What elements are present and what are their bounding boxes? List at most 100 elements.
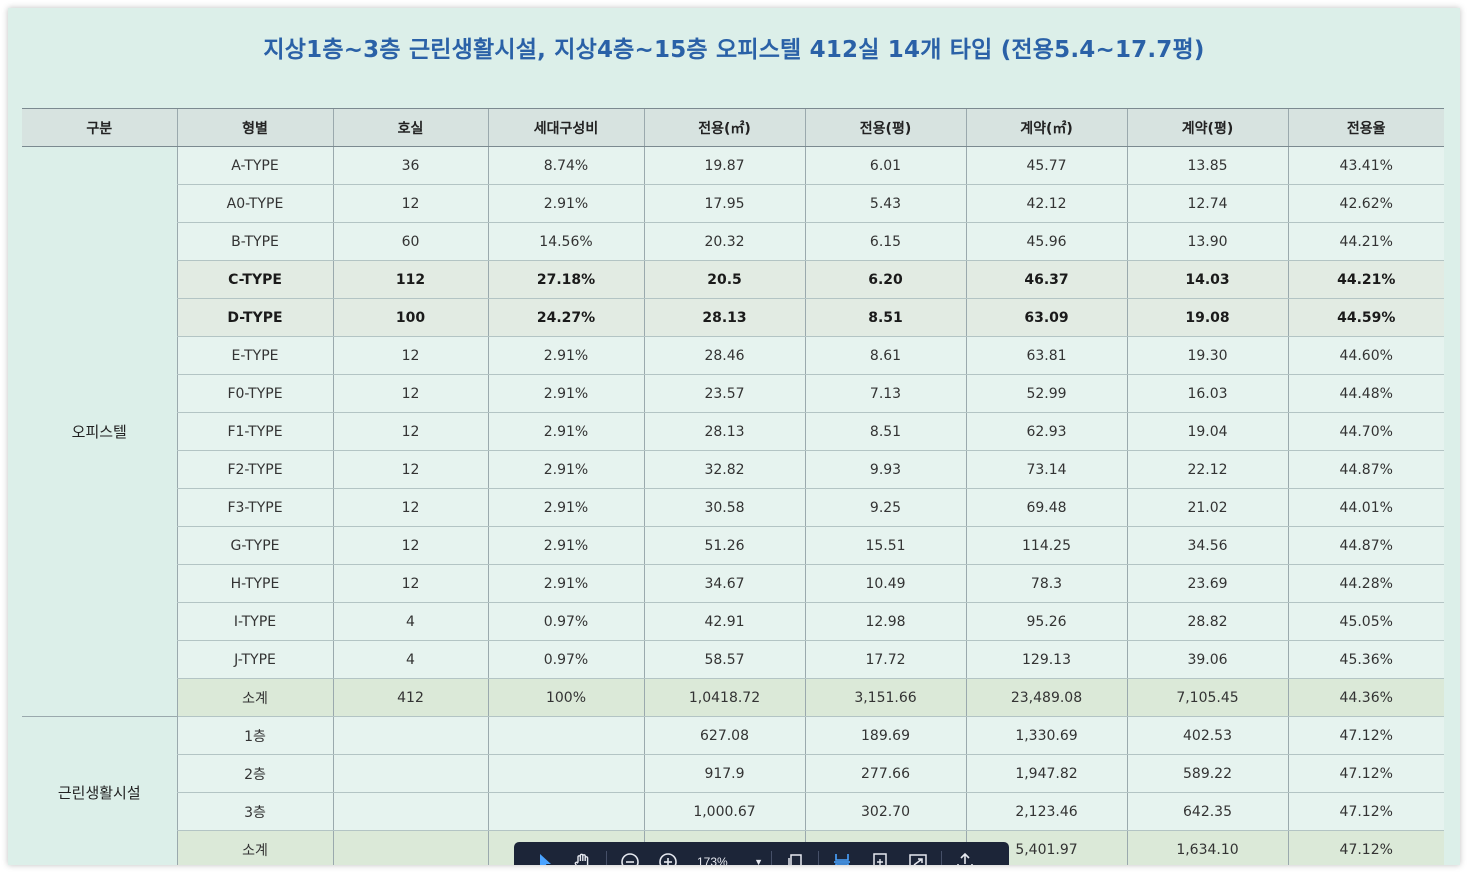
exclusive-pyeong-cell: 8.51 bbox=[804, 298, 966, 337]
exclusive-m2-cell: 28.13 bbox=[643, 412, 805, 451]
contract-m2-cell: 129.13 bbox=[965, 640, 1127, 679]
type-cell: D-TYPE bbox=[176, 298, 333, 337]
table-row: E-TYPE 12 2.91% 28.46 8.61 63.81 19.30 44.60% bbox=[22, 336, 1444, 375]
ratio-cell bbox=[487, 754, 644, 793]
exclusive-m2-cell: 19.87 bbox=[643, 146, 805, 185]
units-cell: 12 bbox=[332, 488, 488, 527]
header-contract-m2: 계약(㎡) bbox=[965, 108, 1127, 147]
exclusive-m2-cell: 28.46 bbox=[643, 336, 805, 375]
contract-m2-cell: 62.93 bbox=[965, 412, 1127, 451]
type-cell: B-TYPE bbox=[176, 222, 333, 261]
units-cell: 412 bbox=[332, 678, 488, 717]
copy-icon[interactable] bbox=[780, 847, 810, 865]
table-row: 오피스텔 A-TYPE 36 8.74% 19.87 6.01 45.77 13.85 43.4… bbox=[22, 146, 1444, 717]
table-row: G-TYPE 12 2.91% 51.26 15.51 114.25 34.56 44.87% bbox=[22, 526, 1444, 565]
exclusive-m2-cell: 30.58 bbox=[643, 488, 805, 527]
zoom-out-icon[interactable] bbox=[615, 847, 645, 865]
contract-pyeong-cell: 19.08 bbox=[1126, 298, 1288, 337]
exclusive-pyeong-cell: 15.51 bbox=[804, 526, 966, 565]
table-row: F0-TYPE 12 2.91% 23.57 7.13 52.99 16.03 44.48% bbox=[22, 374, 1444, 413]
contract-pyeong-cell: 642.35 bbox=[1126, 792, 1288, 831]
ratio-cell: 2.91% bbox=[487, 184, 644, 223]
zoom-in-icon[interactable] bbox=[653, 847, 683, 865]
fit-width-icon[interactable] bbox=[827, 847, 857, 865]
units-cell: 12 bbox=[332, 184, 488, 223]
exclusive-rate-cell: 44.87% bbox=[1287, 450, 1444, 489]
exclusive-pyeong-cell: 5.43 bbox=[804, 184, 966, 223]
units-cell bbox=[332, 716, 488, 755]
exclusive-rate-cell: 44.21% bbox=[1287, 222, 1444, 261]
fullscreen-icon[interactable] bbox=[903, 847, 933, 865]
export-icon[interactable] bbox=[950, 847, 980, 865]
exclusive-m2-cell: 1,000.67 bbox=[643, 792, 805, 831]
table-row: 3층 1,000.67 302.70 2,123.46 642.35 47.12% bbox=[22, 792, 1444, 831]
exclusive-m2-cell: 917.9 bbox=[643, 754, 805, 793]
type-cell: 2층 bbox=[176, 754, 333, 793]
ratio-cell: 2.91% bbox=[487, 450, 644, 489]
exclusive-pyeong-cell: 277.66 bbox=[804, 754, 966, 793]
fit-page-icon[interactable] bbox=[865, 847, 895, 865]
contract-pyeong-cell: 7,105.45 bbox=[1126, 678, 1288, 717]
type-cell: A0-TYPE bbox=[176, 184, 333, 223]
table-header-row: 구분 형별 호실 세대구성비 전용(㎡) 전용(평) 계약(㎡) 계약(평) 전… bbox=[22, 108, 1444, 147]
zoom-select[interactable]: 173% ▼ bbox=[697, 849, 763, 866]
group-label: 오피스텔 bbox=[22, 146, 177, 717]
header-type: 형별 bbox=[176, 108, 333, 147]
units-cell: 36 bbox=[332, 146, 488, 185]
ratio-cell: 0.97% bbox=[487, 640, 644, 679]
table-row: H-TYPE 12 2.91% 34.67 10.49 78.3 23.69 44.28% bbox=[22, 564, 1444, 603]
exclusive-rate-cell: 44.36% bbox=[1287, 678, 1444, 717]
exclusive-m2-cell: 28.13 bbox=[643, 298, 805, 337]
exclusive-pyeong-cell: 3,151.66 bbox=[804, 678, 966, 717]
ratio-cell: 100% bbox=[487, 678, 644, 717]
units-cell: 12 bbox=[332, 564, 488, 603]
type-cell: G-TYPE bbox=[176, 526, 333, 565]
table-row: J-TYPE 4 0.97% 58.57 17.72 129.13 39.06 45.36% bbox=[22, 640, 1444, 679]
contract-pyeong-cell: 14.03 bbox=[1126, 260, 1288, 299]
exclusive-pyeong-cell: 302.70 bbox=[804, 792, 966, 831]
exclusive-m2-cell: 42.91 bbox=[643, 602, 805, 641]
exclusive-m2-cell: 32.82 bbox=[643, 450, 805, 489]
header-exclusive-pyeong: 전용(평) bbox=[804, 108, 966, 147]
contract-m2-cell: 2,123.46 bbox=[965, 792, 1127, 831]
subtotal-row: 소계 412 100% 1,0418.72 3,151.66 23,489.08 7,105… bbox=[22, 678, 1444, 717]
contract-m2-cell: 42.12 bbox=[965, 184, 1127, 223]
contract-pyeong-cell: 19.30 bbox=[1126, 336, 1288, 375]
ratio-cell bbox=[487, 716, 644, 755]
table-row: I-TYPE 4 0.97% 42.91 12.98 95.26 28.82 45.05% bbox=[22, 602, 1444, 641]
contract-pyeong-cell: 21.02 bbox=[1126, 488, 1288, 527]
page-title: 지상1층~3층 근린생활시설, 지상4층~15층 오피스텔 412실 14개 타… bbox=[263, 37, 1205, 63]
contract-m2-cell: 52.99 bbox=[965, 374, 1127, 413]
toolbar-separator bbox=[771, 850, 772, 865]
exclusive-m2-cell: 627.08 bbox=[643, 716, 805, 755]
units-cell: 60 bbox=[332, 222, 488, 261]
table-row: C-TYPE 112 27.18% 20.5 6.20 46.37 14.03 44.21% bbox=[22, 260, 1444, 299]
exclusive-m2-cell: 20.32 bbox=[643, 222, 805, 261]
exclusive-pyeong-cell: 6.15 bbox=[804, 222, 966, 261]
exclusive-rate-cell: 43.41% bbox=[1287, 146, 1444, 185]
exclusive-pyeong-cell: 12.98 bbox=[804, 602, 966, 641]
exclusive-rate-cell: 44.21% bbox=[1287, 260, 1444, 299]
unit-spec-table: 구분 형별 호실 세대구성비 전용(㎡) 전용(평) 계약(㎡) 계약(평) 전… bbox=[22, 108, 1444, 865]
contract-pyeong-cell: 34.56 bbox=[1126, 526, 1288, 565]
exclusive-rate-cell: 47.12% bbox=[1287, 716, 1444, 755]
hand-icon[interactable] bbox=[568, 847, 598, 865]
table-row: F2-TYPE 12 2.91% 32.82 9.93 73.14 22.12 44.87% bbox=[22, 450, 1444, 489]
units-cell: 4 bbox=[332, 640, 488, 679]
units-cell: 100 bbox=[332, 298, 488, 337]
type-cell: 소계 bbox=[176, 830, 333, 865]
type-cell: 소계 bbox=[176, 678, 333, 717]
exclusive-rate-cell: 44.59% bbox=[1287, 298, 1444, 337]
exclusive-pyeong-cell: 8.51 bbox=[804, 412, 966, 451]
contract-pyeong-cell: 1,634.10 bbox=[1126, 830, 1288, 865]
exclusive-pyeong-cell: 17.72 bbox=[804, 640, 966, 679]
ratio-cell: 2.91% bbox=[487, 564, 644, 603]
type-cell: F1-TYPE bbox=[176, 412, 333, 451]
exclusive-m2-cell: 17.95 bbox=[643, 184, 805, 223]
units-cell: 112 bbox=[332, 260, 488, 299]
pointer-icon[interactable] bbox=[530, 847, 560, 865]
exclusive-rate-cell: 44.87% bbox=[1287, 526, 1444, 565]
exclusive-pyeong-cell: 7.13 bbox=[804, 374, 966, 413]
exclusive-m2-cell: 58.57 bbox=[643, 640, 805, 679]
type-cell: I-TYPE bbox=[176, 602, 333, 641]
